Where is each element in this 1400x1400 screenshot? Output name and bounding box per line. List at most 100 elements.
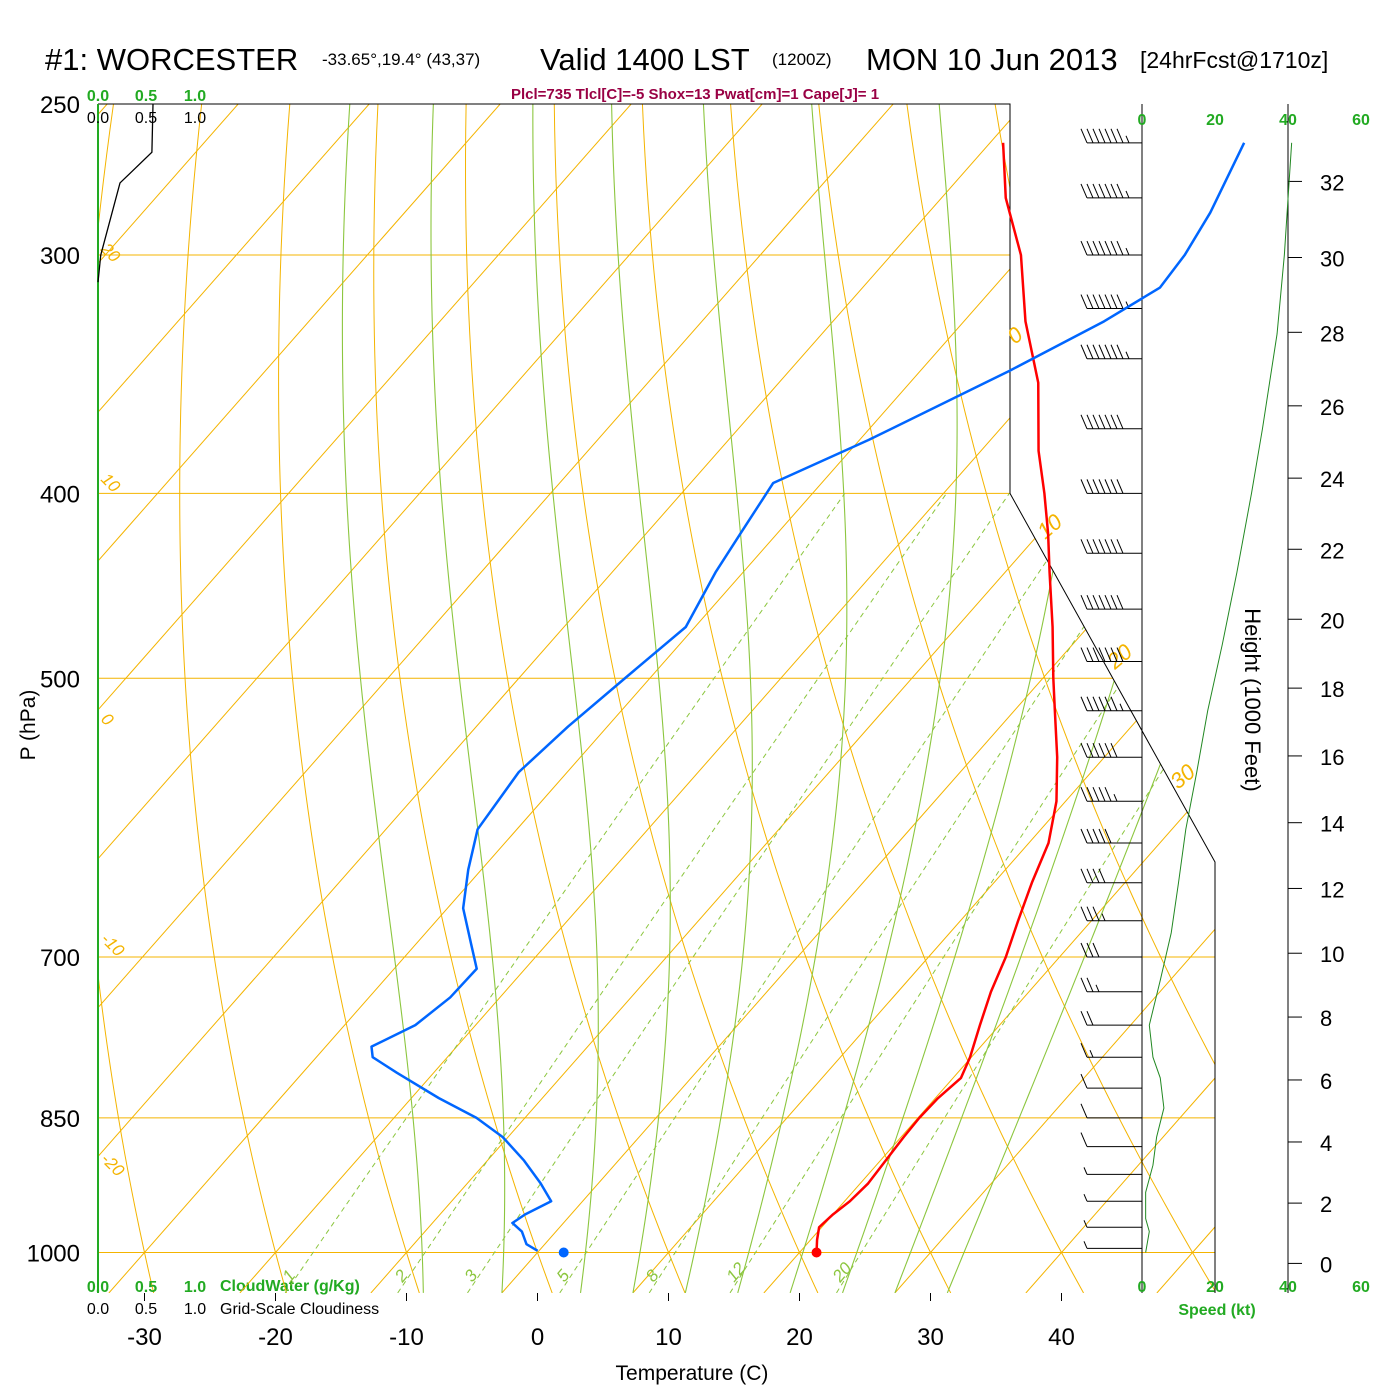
wind-barb-feather bbox=[1098, 696, 1106, 711]
pressure-tick-label: 1000 bbox=[27, 1241, 80, 1268]
wind-barb-feather bbox=[1089, 1050, 1094, 1058]
wind-barb-feather bbox=[1092, 344, 1100, 359]
wind-barb-feather bbox=[1104, 743, 1112, 758]
wind-barb-feather bbox=[1110, 128, 1118, 144]
wind-barb-feather bbox=[1104, 344, 1112, 359]
height-tick-label: 16 bbox=[1320, 745, 1344, 770]
dry-adiabat-line bbox=[818, 104, 1215, 1293]
wind-barb-feather bbox=[1116, 128, 1124, 144]
mixing-ratio-label: 20 bbox=[828, 1258, 856, 1286]
wind-barb-feather bbox=[1092, 294, 1100, 309]
wind-barb-feather bbox=[1083, 1220, 1088, 1228]
dry-adiabat-line bbox=[1170, 104, 1215, 1293]
cloudiness-tick-top: 0.0 bbox=[87, 110, 109, 127]
wind-barb-feather bbox=[1116, 294, 1124, 309]
wind-barb-feather bbox=[1125, 135, 1130, 144]
speed-tick-bottom: 60 bbox=[1352, 1279, 1370, 1296]
isotherm-line bbox=[239, 104, 1215, 1293]
wind-barb-feather bbox=[1116, 479, 1124, 494]
dry-adiabat-label: 0 bbox=[1002, 321, 1028, 349]
wind-barb-feather bbox=[1092, 787, 1100, 802]
wind-barb-feather bbox=[1080, 539, 1088, 554]
height-tick-label: 6 bbox=[1320, 1069, 1332, 1094]
speed-tick-top: 20 bbox=[1206, 112, 1224, 129]
cloudwater-label: CloudWater (g/Kg) bbox=[220, 1278, 360, 1295]
isotherm-line bbox=[98, 104, 1025, 1293]
cloudiness-profile-line bbox=[97, 103, 154, 283]
dewpoint-line bbox=[370, 142, 1246, 1252]
forecast-date: MON 10 Jun 2013 bbox=[866, 42, 1118, 77]
cloudiness-tick-top: 1.0 bbox=[184, 110, 206, 127]
wind-barb-feather bbox=[1092, 594, 1100, 610]
wind-barb-feather bbox=[1116, 647, 1124, 662]
wind-barb-feather bbox=[1104, 828, 1112, 844]
height-tick-label: 18 bbox=[1320, 677, 1344, 702]
cloudiness-tick-bottom: 1.0 bbox=[184, 1301, 206, 1318]
speed-tick-bottom: 20 bbox=[1206, 1279, 1224, 1296]
temperature-axis-label: Temperature (C) bbox=[616, 1362, 769, 1385]
wind-barb-feather bbox=[1110, 414, 1118, 429]
height-tick-label: 12 bbox=[1320, 877, 1344, 902]
wind-barb-feather bbox=[1086, 539, 1094, 554]
speed-tick-top: 60 bbox=[1352, 112, 1370, 129]
dry-adiabat-label: 10 bbox=[1032, 508, 1067, 543]
height-tick-label: 0 bbox=[1320, 1252, 1332, 1277]
dry-adiabat-label: 20 bbox=[1101, 638, 1137, 674]
wind-barb-feather bbox=[1092, 868, 1100, 883]
temperature-tick-label: 10 bbox=[655, 1324, 682, 1351]
wind-barb-feather bbox=[1098, 828, 1106, 844]
wind-barb-feather bbox=[1125, 190, 1130, 199]
wind-barb-feather bbox=[1095, 984, 1100, 992]
wind-barb-feather bbox=[1080, 696, 1088, 711]
title-line: #1: WORCESTER -33.65°,19.4° (43,37) Vali… bbox=[0, 38, 1400, 88]
dry-adiabat-label: 10 bbox=[97, 469, 124, 496]
mixing-ratio-line bbox=[648, 493, 1173, 1293]
isotherm-line bbox=[1156, 104, 1215, 1293]
height-tick-label: 24 bbox=[1320, 467, 1344, 492]
wind-barb-feather bbox=[1080, 647, 1088, 662]
wind-barb-feather bbox=[1086, 906, 1094, 921]
wind-barb-feather bbox=[1098, 539, 1106, 554]
cloud-water-tick-top: 0.0 bbox=[87, 88, 109, 105]
isotherm-line bbox=[98, 104, 501, 1293]
dry-adiabat-line bbox=[641, 104, 952, 1293]
wind-barb-feather bbox=[1086, 743, 1094, 758]
wind-barb-feather bbox=[1086, 344, 1094, 359]
wind-barb-feather bbox=[1086, 828, 1094, 844]
plot-area bbox=[98, 104, 1215, 1293]
wind-barb-feather bbox=[1110, 539, 1118, 554]
wind-barb-feather bbox=[1080, 828, 1088, 844]
dry-adiabat-line bbox=[278, 104, 420, 1293]
wind-barb-feather bbox=[1104, 240, 1112, 256]
temperature-tick-label: 40 bbox=[1048, 1324, 1075, 1351]
wind-barb-feather bbox=[1098, 787, 1106, 802]
wind-barb-feather bbox=[1110, 647, 1118, 662]
wind-barb-feather bbox=[1104, 787, 1112, 802]
wind-barb-feather bbox=[1116, 594, 1124, 610]
wind-barb-feather bbox=[1110, 743, 1118, 758]
wind-barb-feather bbox=[1080, 1103, 1088, 1119]
wind-barb-feather bbox=[1086, 594, 1094, 610]
wind-barb-feather bbox=[1116, 344, 1124, 359]
temperature-tick-label: 0 bbox=[531, 1324, 544, 1351]
moist-adiabat-line bbox=[430, 104, 506, 1293]
wind-barb-feather bbox=[1083, 1194, 1088, 1202]
moist-adiabat-line bbox=[611, 104, 671, 1293]
height-tick-label: 8 bbox=[1320, 1006, 1332, 1031]
wind-barb-feather bbox=[1080, 1010, 1088, 1026]
wind-barb-feather bbox=[1086, 977, 1094, 992]
wind-speed-line bbox=[1145, 142, 1293, 1253]
wind-barb-feather bbox=[1104, 183, 1112, 199]
wind-barb-feather bbox=[1083, 1167, 1088, 1175]
moist-adiabat-line bbox=[737, 104, 848, 1293]
dry-adiabat-line bbox=[98, 104, 155, 1293]
wind-barb-feather bbox=[1086, 1010, 1094, 1026]
wind-barb-feather bbox=[1080, 128, 1088, 144]
pressure-tick-label: 700 bbox=[40, 945, 80, 972]
wind-barb-feather bbox=[1086, 479, 1094, 494]
mixing-ratio-line bbox=[729, 493, 1215, 1293]
cloudiness-label: Grid-Scale Cloudiness bbox=[220, 1301, 379, 1318]
station-name: #1: WORCESTER bbox=[45, 42, 299, 77]
wind-barb-feather bbox=[1098, 594, 1106, 610]
wind-barb-feather bbox=[1080, 906, 1088, 921]
